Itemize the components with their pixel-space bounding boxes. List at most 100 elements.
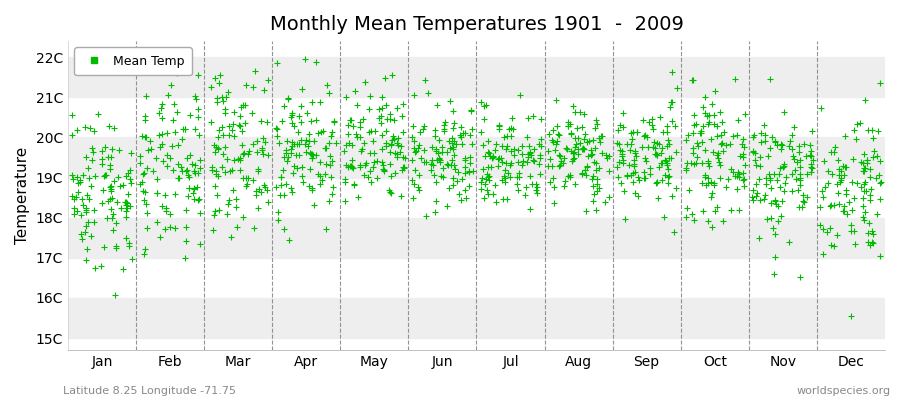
Point — [233, 156, 248, 163]
Point — [383, 110, 398, 117]
Point — [271, 209, 285, 216]
Point — [749, 181, 763, 187]
Point — [379, 140, 393, 147]
Point — [328, 140, 343, 146]
Point — [323, 162, 338, 168]
Point — [218, 144, 232, 150]
Point — [856, 168, 870, 174]
Point — [775, 198, 789, 205]
Point — [473, 179, 488, 185]
Point — [260, 152, 274, 158]
Point — [595, 150, 609, 156]
Point — [340, 122, 355, 128]
Point — [396, 164, 410, 170]
Point — [78, 223, 93, 229]
Point — [557, 177, 572, 184]
Point — [439, 203, 454, 209]
Point — [211, 145, 225, 151]
Point — [579, 172, 593, 178]
Point — [837, 172, 851, 179]
Point — [787, 124, 801, 130]
Point — [857, 217, 871, 224]
Point — [795, 204, 809, 210]
Point — [777, 161, 791, 167]
Point — [504, 148, 518, 154]
Point — [830, 232, 844, 238]
Point — [482, 176, 497, 183]
Point — [214, 124, 229, 131]
Point — [458, 195, 473, 202]
Point — [484, 154, 499, 161]
Point — [626, 129, 641, 136]
Point — [405, 157, 419, 163]
Point — [542, 131, 556, 137]
Point — [857, 168, 871, 174]
Point — [277, 154, 292, 160]
Point — [510, 158, 525, 165]
Point — [70, 189, 85, 196]
Point — [351, 194, 365, 200]
Point — [374, 112, 389, 119]
Point — [211, 173, 225, 179]
Point — [67, 196, 81, 202]
Point — [615, 150, 629, 157]
Point — [736, 151, 751, 158]
Point — [847, 228, 861, 234]
Point — [636, 133, 651, 140]
Point — [248, 68, 262, 74]
Point — [873, 180, 887, 187]
Point — [554, 153, 568, 160]
Point — [761, 170, 776, 177]
Point — [679, 164, 693, 171]
Point — [686, 150, 700, 156]
Point — [778, 174, 793, 180]
Point — [390, 154, 404, 160]
Point — [757, 122, 771, 128]
Point — [554, 157, 569, 164]
Point — [94, 160, 109, 167]
Point — [436, 165, 450, 171]
Point — [84, 183, 98, 189]
Point — [104, 195, 119, 202]
Point — [572, 150, 586, 157]
Point — [864, 126, 878, 133]
Point — [302, 131, 316, 138]
Point — [619, 172, 634, 178]
Point — [363, 168, 377, 174]
Point — [313, 181, 328, 187]
Point — [316, 128, 330, 135]
Point — [507, 152, 521, 158]
Point — [388, 150, 402, 156]
Point — [796, 198, 811, 205]
Point — [695, 160, 709, 166]
Point — [270, 126, 284, 132]
Point — [350, 134, 365, 140]
Point — [462, 183, 476, 189]
Point — [66, 176, 80, 182]
Point — [428, 197, 443, 204]
Point — [694, 130, 708, 136]
Point — [354, 134, 368, 140]
Point — [191, 72, 205, 78]
Point — [662, 104, 677, 110]
Point — [419, 158, 434, 165]
Point — [578, 167, 592, 173]
Point — [155, 114, 169, 121]
Point — [550, 123, 564, 130]
Point — [285, 139, 300, 145]
Point — [116, 266, 130, 272]
Point — [144, 146, 158, 152]
Point — [566, 150, 580, 156]
Point — [701, 218, 716, 224]
Point — [758, 132, 772, 138]
Point — [274, 182, 288, 189]
Point — [161, 92, 176, 98]
Point — [637, 174, 652, 181]
Point — [652, 164, 666, 170]
Point — [394, 112, 409, 119]
Point — [97, 244, 112, 250]
Point — [246, 84, 260, 90]
Point — [180, 166, 194, 173]
Point — [192, 132, 206, 138]
Point — [382, 189, 397, 195]
